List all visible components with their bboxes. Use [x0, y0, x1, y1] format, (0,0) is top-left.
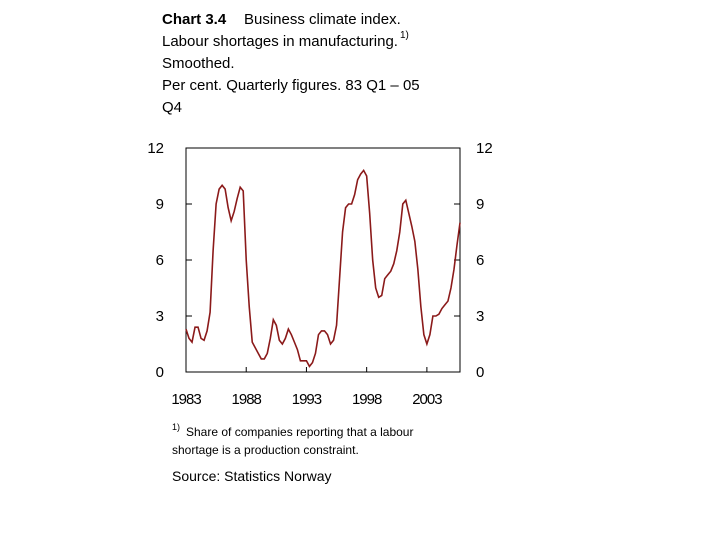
- x-tick-label: 1998: [352, 391, 382, 408]
- y2-tick-label: 6: [476, 252, 484, 269]
- y2-tick-label: 12: [476, 140, 493, 157]
- chart-subtitle: Per cent. Quarterly figures. 83 Q1 – 05: [162, 77, 420, 94]
- x-tick-label: 1983: [171, 391, 201, 408]
- chart-subtitle: Q4: [162, 99, 182, 116]
- footnote: Share of companies reporting that a labo…: [186, 425, 413, 439]
- source: Source: Statistics Norway: [172, 468, 332, 484]
- x-tick-label: 1993: [292, 391, 322, 408]
- footnote: shortage is a production constraint.: [172, 443, 359, 457]
- x-tick-label: 2003: [412, 391, 442, 408]
- y-tick-label: 9: [156, 196, 164, 213]
- chart-subtitle: Labour shortages in manufacturing.: [162, 33, 398, 50]
- y2-tick-label: 9: [476, 196, 484, 213]
- y2-tick-label: 3: [476, 308, 484, 325]
- line-series: [185, 168, 461, 368]
- y2-tick-label: 0: [476, 364, 484, 381]
- y-tick-label: 6: [156, 252, 164, 269]
- y-tick-label: 0: [156, 364, 164, 381]
- chart-title: Business climate index.: [244, 11, 401, 28]
- footnote-mark: 1): [400, 30, 409, 41]
- y-tick-label: 12: [147, 140, 164, 157]
- chart-number: Chart 3.4: [162, 11, 227, 28]
- footnote-mark: 1): [172, 422, 180, 432]
- chart-subtitle: Smoothed.: [162, 55, 235, 72]
- y-tick-label: 3: [156, 308, 164, 325]
- x-tick-label: 1988: [232, 391, 262, 408]
- plot-frame: [185, 147, 461, 373]
